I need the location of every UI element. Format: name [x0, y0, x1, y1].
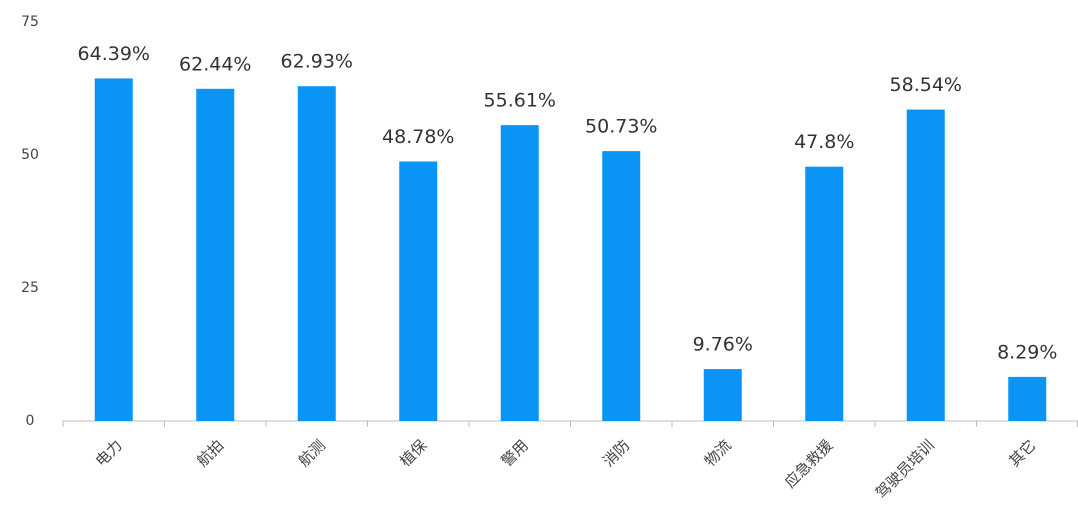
x-tick-label: 航拍 [193, 436, 227, 470]
x-tick-label: 植保 [396, 436, 430, 470]
bar [805, 166, 844, 421]
value-label: 62.44% [179, 53, 251, 75]
x-tick-label: 应急救援 [781, 436, 836, 491]
x-tick-label: 电力 [92, 436, 126, 470]
value-label: 64.39% [78, 43, 150, 65]
y-tick-label: 25 [21, 280, 39, 296]
value-label: 50.73% [585, 116, 657, 138]
y-tick-label: 50 [21, 147, 39, 163]
x-tick-label: 驾驶员培训 [872, 436, 938, 502]
y-tick-label: 75 [21, 14, 39, 30]
x-tick-label: 消防 [599, 436, 633, 470]
value-label: 47.8% [794, 131, 854, 153]
x-tick-label: 航测 [295, 436, 329, 470]
bar [399, 161, 438, 421]
x-tick-label: 物流 [701, 436, 735, 470]
bar [297, 86, 336, 421]
bar [1008, 376, 1047, 421]
value-label: 58.54% [890, 74, 962, 96]
x-tick-label: 其它 [1005, 436, 1039, 470]
bar [94, 78, 133, 422]
value-label: 9.76% [693, 334, 753, 356]
bar [703, 369, 742, 421]
value-label: 8.29% [997, 341, 1057, 363]
bar [906, 109, 945, 421]
value-label: 48.78% [382, 126, 454, 148]
bar [602, 151, 641, 421]
bar [500, 125, 539, 422]
y-tick-label: 0 [26, 413, 35, 429]
bar [196, 88, 235, 421]
value-label: 55.61% [484, 90, 556, 112]
x-tick-label: 警用 [498, 436, 532, 470]
value-label: 62.93% [281, 51, 353, 73]
